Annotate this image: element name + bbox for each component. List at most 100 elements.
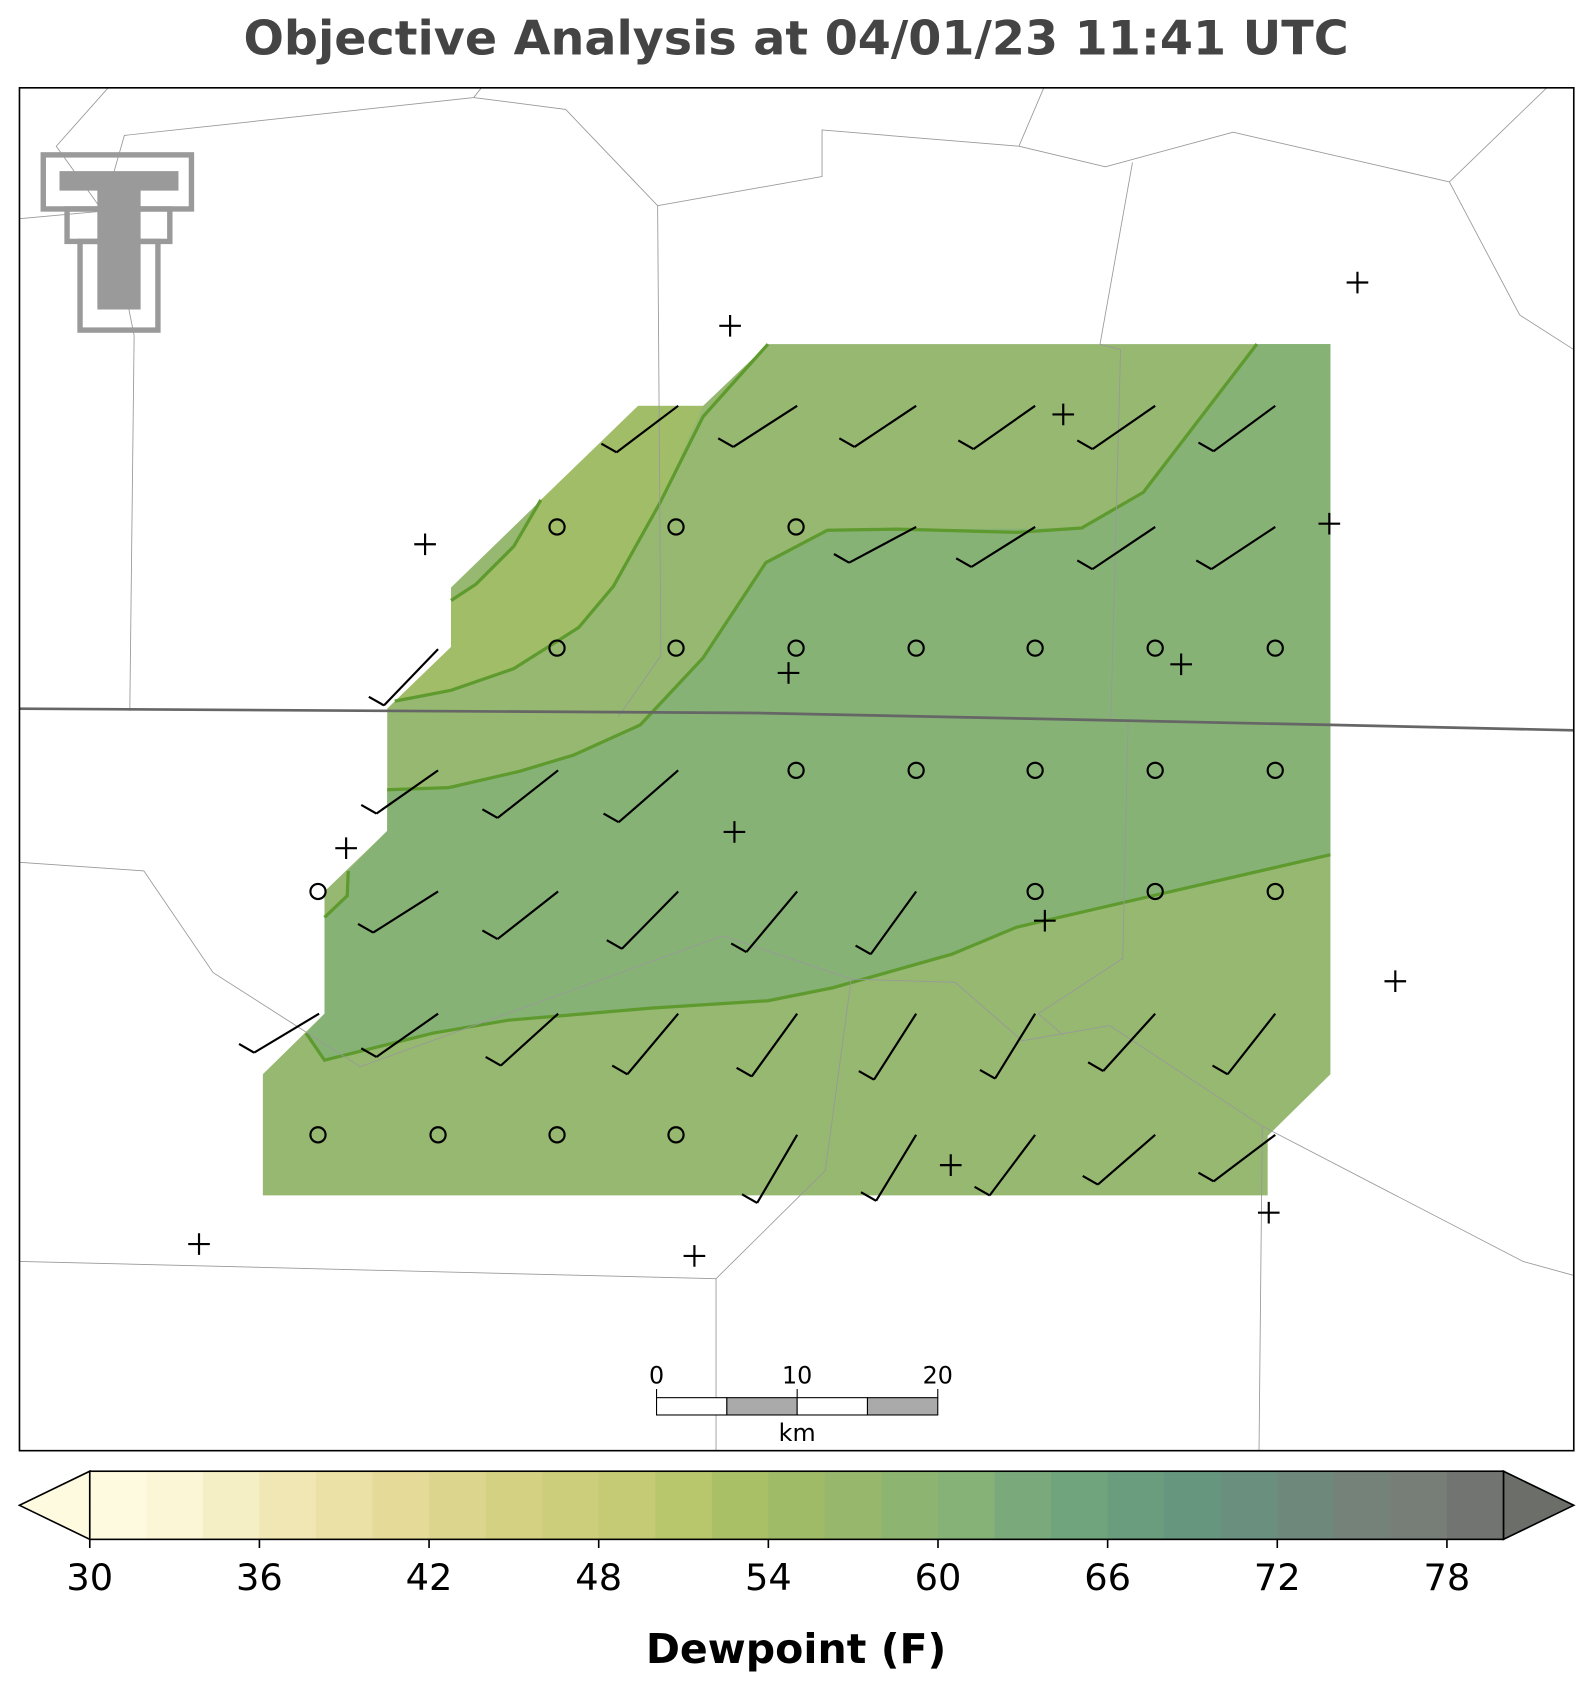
station-marker bbox=[939, 1154, 962, 1176]
calm-wind bbox=[1146, 882, 1164, 901]
colorbar-segment bbox=[372, 1471, 430, 1540]
colorbar-segment bbox=[542, 1471, 600, 1540]
wind-barb bbox=[974, 1134, 1036, 1197]
colorbar-tick-label: 66 bbox=[1084, 1556, 1131, 1599]
wind-barb bbox=[1197, 1133, 1276, 1183]
wind-barb bbox=[741, 1134, 799, 1204]
title: Objective Analysis at 04/01/23 11:41 UTC bbox=[243, 11, 1348, 66]
station-marker bbox=[1346, 271, 1369, 294]
colorbar-segment bbox=[485, 1471, 543, 1540]
colorbar-label: Dewpoint (F) bbox=[646, 1625, 947, 1673]
contour bbox=[387, 343, 1259, 792]
wind-barb bbox=[606, 890, 679, 950]
state-line bbox=[19, 707, 1574, 732]
colorbar-segment bbox=[1446, 1471, 1505, 1540]
wind-barb bbox=[860, 1134, 918, 1202]
station-marker bbox=[777, 662, 800, 684]
calm-wind bbox=[907, 761, 925, 779]
station-marker bbox=[723, 821, 746, 843]
colorbar-frame bbox=[88, 1470, 1505, 1541]
wind-barb bbox=[1087, 1012, 1156, 1072]
calm-wind bbox=[787, 761, 805, 779]
wind-barb bbox=[611, 1012, 680, 1076]
wind-barb bbox=[481, 890, 559, 941]
colorbar-segment bbox=[259, 1471, 317, 1540]
station-marker bbox=[414, 533, 436, 556]
map-frame bbox=[18, 87, 1575, 1452]
map: 0 10 20 km bbox=[18, 87, 1575, 1452]
colorbar-tick-label: 78 bbox=[1424, 1556, 1471, 1599]
station-marker bbox=[188, 1233, 210, 1255]
station-marker bbox=[1052, 403, 1075, 426]
wind-barb bbox=[855, 890, 918, 956]
contour bbox=[394, 343, 770, 703]
county-lines bbox=[19, 87, 1575, 1451]
wind-barb bbox=[1082, 1134, 1156, 1186]
wind-barb bbox=[979, 1013, 1037, 1080]
wind-barb bbox=[357, 890, 439, 934]
station-marker bbox=[1318, 512, 1341, 535]
wind-barb bbox=[481, 769, 559, 819]
colorbar-segment bbox=[1107, 1471, 1165, 1540]
calm-wind bbox=[787, 518, 805, 536]
colorbar-segment bbox=[1390, 1471, 1448, 1540]
colorbar-tick-label: 48 bbox=[575, 1556, 622, 1599]
colorbar-tick-label: 30 bbox=[66, 1556, 113, 1599]
colorbar-segment bbox=[824, 1471, 882, 1540]
calm-wind bbox=[667, 639, 685, 657]
scale-label: 10 bbox=[782, 1362, 812, 1390]
wind-barb bbox=[955, 526, 1036, 568]
scale-segment bbox=[796, 1397, 869, 1416]
station-marker bbox=[335, 837, 357, 860]
calm-wind bbox=[1266, 761, 1284, 779]
colorbar-segment bbox=[146, 1471, 204, 1540]
calm-wind bbox=[1146, 639, 1164, 657]
calm-wind bbox=[548, 518, 566, 536]
wind-barb bbox=[360, 1012, 439, 1058]
calm-wind bbox=[548, 639, 566, 657]
scale-label: 20 bbox=[923, 1362, 953, 1390]
wind-barb bbox=[736, 1013, 799, 1078]
calm-wind bbox=[1026, 639, 1044, 657]
calm-wind bbox=[1026, 882, 1044, 901]
contour bbox=[450, 499, 543, 602]
contour bbox=[323, 870, 350, 919]
wind-barb bbox=[730, 890, 798, 953]
calm-wind bbox=[548, 1126, 566, 1144]
scale-label: 0 bbox=[649, 1362, 664, 1390]
wind-barb bbox=[360, 769, 439, 815]
wind-barb bbox=[603, 769, 679, 824]
scale-unit: km bbox=[779, 1419, 816, 1447]
scale-segment bbox=[726, 1397, 798, 1416]
colorbar-segment bbox=[655, 1471, 713, 1540]
colorbar-segment bbox=[1333, 1471, 1391, 1540]
scale-bar: 0 10 20 km bbox=[649, 1362, 953, 1447]
colorbar-segment bbox=[429, 1471, 487, 1540]
wind-barb bbox=[833, 526, 917, 564]
colorbar-tick-label: 36 bbox=[236, 1556, 283, 1599]
wind-barb bbox=[1076, 526, 1156, 571]
calm-wind bbox=[787, 639, 805, 657]
wind-barb bbox=[238, 1012, 320, 1054]
colorbar-segment bbox=[994, 1471, 1052, 1540]
wind-barb bbox=[957, 404, 1036, 451]
wind-barb bbox=[717, 404, 798, 448]
colorbar-segment bbox=[1277, 1471, 1335, 1540]
colorbar-under bbox=[17, 1469, 91, 1541]
calm-wind bbox=[1026, 761, 1044, 779]
scale-segment bbox=[866, 1397, 939, 1416]
wind-barb bbox=[600, 404, 679, 454]
colorbar-segment bbox=[1220, 1471, 1278, 1540]
colorbar-tick-label: 42 bbox=[406, 1556, 453, 1599]
station-marker bbox=[719, 314, 741, 337]
wind-barb bbox=[485, 1012, 559, 1067]
calm-wind bbox=[667, 518, 685, 536]
colorbar-over bbox=[1502, 1469, 1576, 1541]
station-marker bbox=[1257, 1201, 1280, 1224]
wind-barb bbox=[1195, 526, 1276, 571]
wind-barb bbox=[1076, 404, 1156, 451]
station-marker bbox=[683, 1245, 706, 1267]
scale-segment bbox=[656, 1397, 728, 1416]
calm-wind bbox=[1266, 639, 1284, 657]
